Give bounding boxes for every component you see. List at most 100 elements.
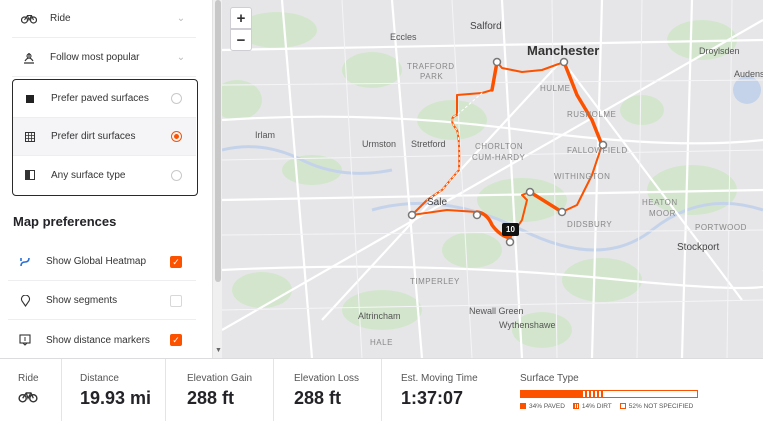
surface-bar-dirt bbox=[580, 391, 606, 397]
roads bbox=[222, 0, 763, 358]
place-label: HULME bbox=[540, 84, 571, 93]
place-label: HALE bbox=[370, 338, 393, 347]
legend-swatch bbox=[572, 403, 579, 410]
place-label: TIMPERLEY bbox=[410, 277, 460, 286]
stat-elevation-gain: Elevation Gain 288 ft bbox=[166, 359, 274, 421]
stat-elevation-loss: Elevation Loss 288 ft bbox=[274, 359, 382, 421]
bike-icon bbox=[18, 13, 40, 24]
dirt-grid-icon bbox=[19, 131, 41, 142]
surface-breakdown-bar bbox=[520, 390, 698, 398]
surface-option-label: Any surface type bbox=[51, 169, 126, 181]
place-label: HEATON bbox=[642, 198, 678, 207]
minor-roads bbox=[222, 0, 763, 358]
place-label: Sale bbox=[427, 197, 448, 208]
pref-label: Show Global Heatmap bbox=[46, 256, 147, 267]
surface-option-paved[interactable]: Prefer paved surfaces bbox=[13, 80, 196, 118]
place-label: FALLOWFIELD bbox=[567, 146, 628, 155]
place-label: Eccles bbox=[390, 32, 417, 42]
radio-any[interactable] bbox=[171, 169, 182, 181]
legend-label: 34% PAVED bbox=[529, 403, 565, 410]
route-line bbox=[411, 60, 604, 240]
legend-paved: 34% PAVED bbox=[520, 403, 565, 410]
checkbox-segments[interactable] bbox=[170, 294, 182, 307]
stat-surface-type: Surface Type 34% PAVED 14% DIRT 52% NOT … bbox=[520, 373, 710, 410]
pref-label: Show distance markers bbox=[46, 334, 150, 346]
stat-activity: Ride bbox=[0, 359, 62, 421]
stat-label: Distance bbox=[80, 373, 119, 384]
stat-distance: Distance 19.93 mi bbox=[62, 359, 166, 421]
route-stats-bar: Ride Distance 19.93 mi Elevation Gain 28… bbox=[0, 358, 763, 421]
zoom-out-button[interactable]: − bbox=[230, 29, 252, 51]
surface-bar-paved bbox=[521, 391, 581, 397]
route-map[interactable]: + − Salford Manchester Eccles TRAFFORD P… bbox=[222, 0, 763, 358]
place-label: Irlam bbox=[255, 130, 275, 140]
scroll-down-arrow-icon[interactable]: ▼ bbox=[215, 347, 222, 354]
place-label: RUSHOLME bbox=[567, 110, 617, 119]
place-label: WITHINGTON bbox=[554, 172, 611, 181]
place-label: Stockport bbox=[677, 242, 720, 253]
place-label: Manchester bbox=[527, 43, 600, 58]
checkbox-heatmap[interactable]: ✓ bbox=[170, 255, 182, 268]
stat-label: Ride bbox=[18, 373, 39, 384]
legend-dirt: 14% DIRT bbox=[572, 403, 612, 410]
stat-label: Est. Moving Time bbox=[401, 373, 478, 384]
stat-label: Surface Type bbox=[520, 373, 579, 384]
segment-pin-icon bbox=[14, 294, 36, 307]
routing-preference-label: Follow most popular bbox=[50, 52, 140, 63]
parks bbox=[222, 12, 737, 348]
pref-segments[interactable]: Show segments bbox=[8, 282, 196, 320]
place-label: Droylsden bbox=[699, 46, 740, 56]
surface-preference-group: Prefer paved surfaces Prefer dirt surfac… bbox=[12, 79, 198, 196]
place-label: CUM-HARDY bbox=[472, 153, 526, 162]
surface-option-label: Prefer paved surfaces bbox=[51, 93, 149, 104]
place-label: Altrincham bbox=[358, 311, 401, 321]
route-waypoints bbox=[407, 57, 608, 247]
legend-swatch bbox=[619, 403, 626, 410]
chevron-down-icon: ⌄ bbox=[176, 13, 186, 24]
route-options-sidebar: Ride ⌄ Follow most popular ⌄ Prefer pave… bbox=[0, 0, 212, 358]
pref-label: Show segments bbox=[46, 295, 118, 306]
stat-value: 1:37:07 bbox=[401, 388, 464, 408]
distance-marker: 10 bbox=[502, 223, 519, 236]
radio-paved[interactable] bbox=[171, 93, 182, 104]
surface-option-any[interactable]: Any surface type bbox=[13, 156, 196, 194]
distance-marker-icon bbox=[14, 334, 36, 346]
popular-route-icon bbox=[18, 51, 40, 65]
surface-option-label: Prefer dirt surfaces bbox=[51, 131, 136, 142]
stat-label: Elevation Loss bbox=[294, 373, 360, 384]
place-label: Urmston bbox=[362, 139, 397, 149]
heatmap-icon bbox=[14, 256, 36, 268]
map-preferences-heading: Map preferences bbox=[13, 214, 117, 229]
sidebar-scrollbar[interactable]: ▼ bbox=[212, 0, 222, 358]
legend-label: 14% DIRT bbox=[581, 403, 612, 410]
radio-dirt[interactable] bbox=[171, 131, 182, 142]
routing-preference-dropdown[interactable]: Follow most popular ⌄ bbox=[12, 39, 196, 77]
legend-not-specified: 52% NOT SPECIFIED bbox=[619, 403, 694, 410]
activity-type-dropdown[interactable]: Ride ⌄ bbox=[12, 0, 196, 38]
surface-bar-not-specified bbox=[605, 391, 697, 397]
place-label: CHORLTON bbox=[475, 142, 524, 151]
zoom-in-button[interactable]: + bbox=[230, 7, 252, 29]
place-label: DIDSBURY bbox=[567, 220, 613, 229]
stat-label: Elevation Gain bbox=[187, 373, 253, 384]
pref-global-heatmap[interactable]: Show Global Heatmap ✓ bbox=[8, 243, 196, 281]
place-label: Wythenshawe bbox=[499, 320, 556, 330]
stat-value: 288 ft bbox=[187, 388, 235, 408]
place-label: TRAFFORD bbox=[407, 62, 455, 71]
chevron-down-icon: ⌄ bbox=[176, 52, 186, 63]
place-label: MOOR bbox=[649, 209, 676, 218]
half-square-icon bbox=[19, 170, 41, 180]
place-label: PORTWOOD bbox=[695, 223, 747, 232]
place-label: Newall Green bbox=[469, 306, 524, 316]
place-label: Salford bbox=[470, 21, 502, 32]
surface-option-dirt[interactable]: Prefer dirt surfaces bbox=[13, 118, 196, 156]
place-label: Audenshaw bbox=[734, 69, 763, 79]
checkbox-distance-markers[interactable]: ✓ bbox=[170, 334, 182, 346]
pref-distance-markers[interactable]: Show distance markers ✓ bbox=[8, 321, 196, 358]
scrollbar-thumb[interactable] bbox=[215, 0, 221, 282]
stat-value: 19.93 mi bbox=[80, 388, 152, 408]
stat-moving-time: Est. Moving Time 1:37:07 bbox=[382, 359, 498, 421]
activity-type-label: Ride bbox=[50, 13, 71, 24]
legend-label: 52% NOT SPECIFIED bbox=[628, 403, 694, 410]
map-canvas bbox=[222, 0, 763, 358]
